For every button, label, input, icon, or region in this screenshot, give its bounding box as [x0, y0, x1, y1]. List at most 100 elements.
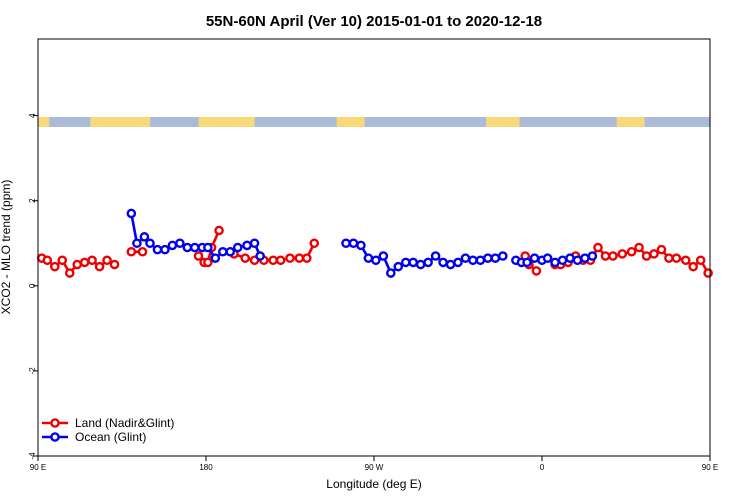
data-point	[600, 251, 611, 261]
series-ocean	[126, 208, 598, 278]
data-point	[242, 240, 252, 251]
y-tick-label: 2	[28, 198, 37, 203]
data-point	[356, 240, 366, 251]
legend-entry: Land (Nadir&Glint)	[42, 416, 174, 430]
data-point	[167, 240, 178, 251]
data-point	[126, 246, 137, 257]
data-point	[408, 257, 419, 268]
data-point	[203, 242, 213, 253]
data-point	[453, 257, 463, 268]
chart-title: 55N-60N April (Ver 10) 2015-01-01 to 202…	[206, 13, 542, 30]
y-axis: -4 -2 0 2 4	[28, 113, 38, 460]
data-point	[94, 261, 105, 272]
data-point	[137, 246, 148, 257]
data-point	[688, 261, 699, 272]
y-tick-label: -4	[28, 452, 37, 460]
data-point	[275, 255, 286, 266]
y-tick-label: 4	[28, 113, 37, 118]
data-point	[634, 242, 644, 253]
legend-entry: Ocean (Glint)	[42, 430, 146, 444]
data-point	[557, 255, 568, 266]
data-point	[363, 253, 374, 263]
legend-marker	[50, 418, 60, 428]
series-layer	[36, 208, 713, 278]
strip-ocean-band	[254, 116, 337, 127]
x-tick-label: 90 W	[365, 463, 384, 472]
data-point	[565, 253, 575, 263]
data-point	[542, 253, 553, 263]
data-point	[214, 225, 224, 236]
data-point	[423, 257, 433, 268]
data-point	[249, 238, 260, 249]
data-point	[468, 255, 478, 266]
legend-label: Land (Nadir&Glint)	[75, 416, 174, 430]
data-point	[641, 251, 652, 261]
data-point	[664, 253, 674, 263]
data-point	[529, 253, 540, 263]
x-tick-label: 0	[540, 463, 545, 472]
y-axis-label: XCO2 - MLO trend (ppm)	[0, 180, 13, 315]
data-point	[255, 251, 265, 261]
data-point	[102, 255, 112, 266]
data-point	[626, 246, 637, 257]
data-point	[268, 255, 279, 266]
data-point	[175, 238, 185, 249]
data-point	[649, 249, 659, 259]
data-point	[109, 259, 120, 270]
data-point	[182, 242, 193, 253]
data-point	[572, 255, 583, 266]
legend-marker	[50, 432, 60, 442]
data-point	[438, 257, 448, 268]
data-point	[695, 255, 706, 266]
data-point	[152, 244, 163, 255]
data-point	[203, 257, 213, 268]
strip-ocean-band	[364, 116, 486, 127]
data-point	[475, 255, 486, 266]
data-point	[483, 253, 493, 263]
x-axis: 90 E 180 90 W 0 90 E	[30, 456, 718, 472]
strip-ocean-band	[644, 116, 710, 127]
data-point	[294, 253, 305, 263]
data-point	[145, 238, 155, 249]
data-point	[445, 259, 456, 270]
data-point	[703, 268, 713, 278]
x-tick-label: 180	[199, 463, 213, 472]
data-point	[415, 259, 426, 270]
data-point	[371, 255, 381, 266]
legend: Land (Nadir&Glint)Ocean (Glint)	[42, 416, 174, 444]
data-point	[671, 253, 682, 263]
data-point	[309, 238, 320, 249]
x-tick-label: 90 E	[702, 463, 718, 472]
strip-ocean-band	[49, 116, 91, 127]
data-point	[580, 253, 590, 263]
land-ocean-strip	[38, 116, 710, 127]
data-point	[240, 253, 250, 263]
data-point	[57, 255, 68, 266]
data-point	[42, 255, 53, 266]
data-point	[378, 251, 389, 261]
data-point	[460, 253, 471, 263]
strip-ocean-band	[150, 116, 199, 127]
data-point	[189, 242, 200, 253]
data-point	[217, 246, 228, 257]
data-point	[608, 251, 618, 261]
data-point	[531, 266, 542, 276]
data-point	[79, 257, 90, 268]
data-point	[87, 255, 97, 266]
data-point	[522, 257, 532, 268]
data-point	[587, 251, 598, 261]
data-point	[680, 255, 691, 266]
y-tick-label: -2	[28, 367, 37, 375]
data-point	[160, 244, 170, 255]
data-point	[656, 244, 667, 255]
data-point	[385, 268, 396, 278]
data-point	[550, 257, 560, 268]
data-point	[393, 261, 404, 272]
x-tick-label: 90 E	[30, 463, 46, 472]
data-point	[210, 253, 221, 263]
data-point	[301, 253, 312, 263]
data-point	[490, 253, 501, 263]
data-point	[593, 242, 603, 253]
data-point	[126, 208, 137, 219]
